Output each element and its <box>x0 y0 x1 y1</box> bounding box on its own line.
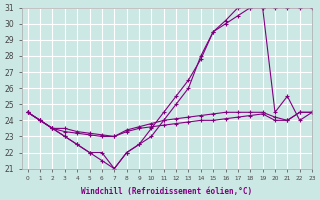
X-axis label: Windchill (Refroidissement éolien,°C): Windchill (Refroidissement éolien,°C) <box>81 187 252 196</box>
